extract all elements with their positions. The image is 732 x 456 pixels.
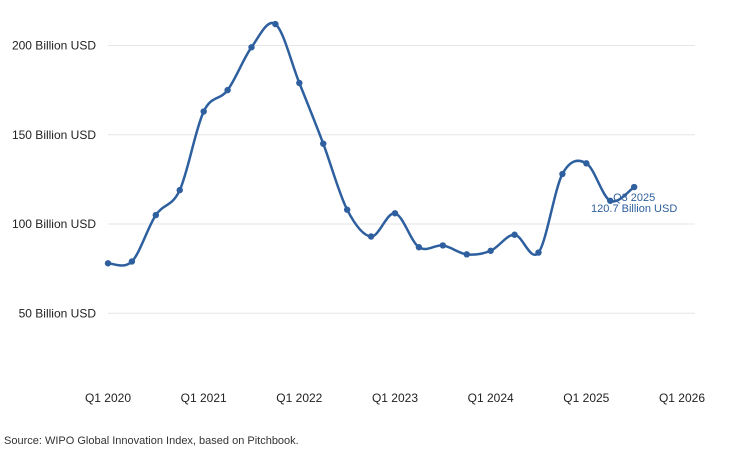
y-tick-label: 200 Billion USD — [12, 39, 96, 53]
data-point — [391, 210, 399, 217]
x-tick-label: Q1 2022 — [276, 391, 322, 405]
data-point — [535, 249, 542, 256]
grid-lines — [108, 45, 695, 314]
data-point — [439, 242, 447, 249]
x-tick-label: Q1 2026 — [659, 391, 705, 405]
data-point — [511, 231, 518, 238]
x-tick-label: Q1 2020 — [85, 391, 131, 405]
data-point — [104, 260, 112, 267]
data-point — [630, 183, 638, 191]
data-point — [320, 140, 327, 147]
data-point — [463, 251, 470, 258]
data-point — [296, 79, 303, 87]
data-point — [415, 244, 423, 251]
x-tick-label: Q1 2023 — [372, 391, 418, 405]
annotation-value: 120.7 Billion USD — [591, 203, 677, 215]
data-point — [559, 170, 566, 178]
y-axis-ticks: 50 Billion USD 100 Billion USD 150 Billion… — [12, 39, 96, 321]
y-tick-label: 50 Billion USD — [19, 306, 97, 320]
line-chart: 50 Billion USD 100 Billion USD 150 Billion… — [12, 20, 705, 405]
y-tick-label: 150 Billion USD — [12, 128, 96, 142]
data-point — [176, 186, 183, 194]
data-point — [224, 86, 231, 94]
data-point — [487, 247, 494, 254]
x-tick-label: Q1 2025 — [563, 391, 609, 405]
data-point — [367, 233, 375, 240]
data-point — [607, 197, 614, 204]
y-tick-label: 100 Billion USD — [12, 217, 96, 231]
data-point — [128, 258, 136, 265]
data-point — [200, 108, 207, 115]
x-tick-label: Q1 2021 — [181, 391, 227, 405]
data-point — [248, 44, 255, 51]
data-point — [583, 160, 590, 167]
source-note: Source: WIPO Global Innovation Index, ba… — [4, 435, 299, 447]
x-tick-label: Q1 2024 — [468, 391, 514, 405]
last-point-annotation: Q3 2025 120.7 Billion USD — [591, 192, 677, 215]
data-point — [152, 211, 160, 219]
x-axis-ticks: Q1 2020 Q1 2021 Q1 2022 Q1 2023 Q1 2024 Q1 20… — [85, 391, 705, 405]
data-points — [104, 20, 638, 267]
data-point — [272, 20, 279, 28]
series-line — [106, 21, 636, 267]
annotation-period: Q3 2025 — [613, 192, 655, 204]
data-point — [343, 206, 351, 213]
